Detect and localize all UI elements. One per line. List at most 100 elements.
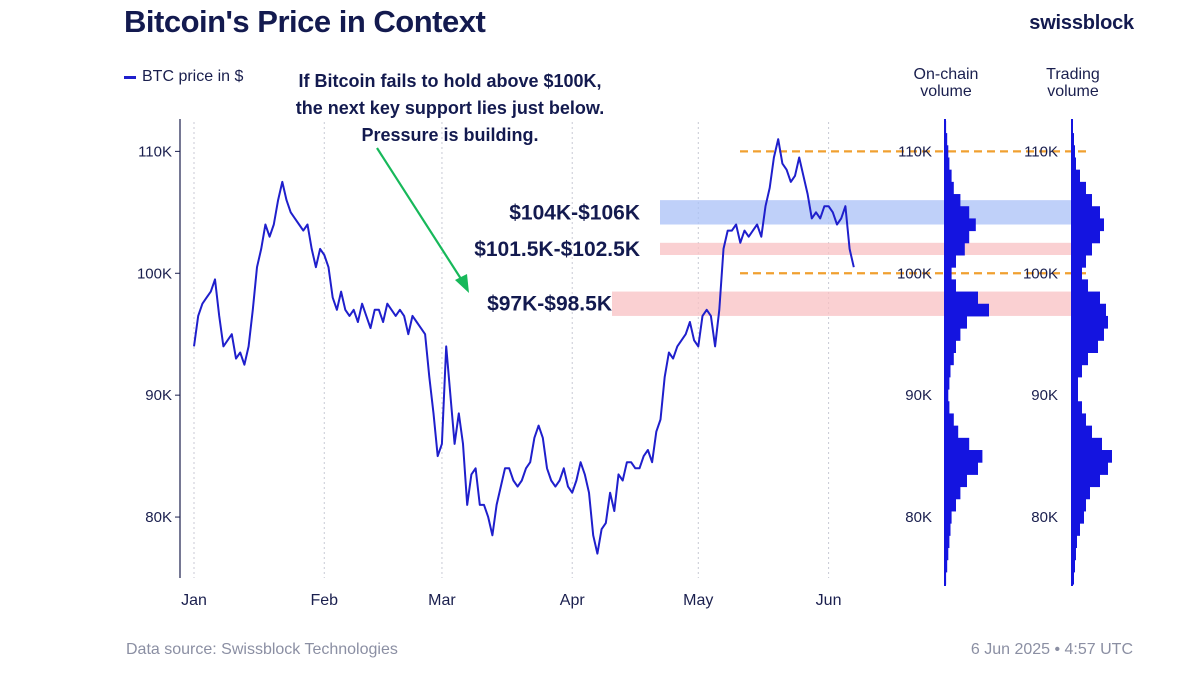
volume-bar bbox=[945, 437, 970, 451]
volume-bar bbox=[945, 364, 951, 378]
volume-bar bbox=[1072, 291, 1100, 305]
volume-bar bbox=[1072, 547, 1076, 561]
volume-bar bbox=[1072, 157, 1076, 171]
volume-bar bbox=[945, 133, 948, 146]
volume-bar bbox=[1072, 133, 1074, 146]
volume-bar bbox=[945, 486, 961, 500]
volume-bar bbox=[1072, 267, 1082, 280]
y-tick-label: 110K bbox=[138, 143, 172, 160]
volume-bar bbox=[1072, 425, 1092, 439]
volume-bar bbox=[945, 559, 948, 573]
volume-bar bbox=[945, 510, 952, 524]
volume-bar bbox=[1072, 352, 1088, 366]
volume-bar bbox=[1072, 218, 1104, 232]
volume-bar bbox=[945, 206, 970, 219]
profile-tick-label: 80K bbox=[1031, 509, 1058, 526]
reference-lines bbox=[740, 150, 1090, 275]
volume-bar bbox=[945, 401, 950, 414]
annotation-arrow bbox=[376, 147, 469, 293]
volume-bar bbox=[945, 145, 949, 158]
volume-bar bbox=[945, 328, 961, 341]
onchain-profile: 80K 90K 100K 110K bbox=[897, 119, 989, 586]
volume-bar bbox=[945, 340, 956, 353]
profile-tick-label: 90K bbox=[1031, 387, 1058, 404]
volume-bar bbox=[945, 389, 949, 402]
arrow-head bbox=[455, 274, 469, 293]
price-series bbox=[193, 138, 855, 555]
zone-band-3 bbox=[612, 291, 1080, 316]
legend: BTC price in $ bbox=[124, 68, 243, 86]
gridlines bbox=[193, 122, 830, 578]
volume-bar bbox=[1072, 254, 1086, 268]
trading-title-line-2: volume bbox=[1047, 83, 1099, 100]
volume-bar bbox=[945, 315, 967, 329]
volume-bar bbox=[1072, 315, 1108, 329]
volume-bar bbox=[945, 120, 947, 134]
y-tick-label: 90K bbox=[145, 387, 172, 404]
volume-bar bbox=[1072, 486, 1090, 500]
annotation-text: If Bitcoin fails to hold above $100K, th… bbox=[250, 68, 650, 149]
zone-label-3: $97K-$98.5K bbox=[487, 293, 612, 316]
volume-bar bbox=[945, 474, 967, 488]
x-tick-label: May bbox=[683, 592, 713, 609]
volume-bar bbox=[945, 157, 950, 171]
profile-tick-label: 110K bbox=[1024, 143, 1058, 160]
volume-bar bbox=[945, 254, 956, 268]
volume-bar bbox=[1072, 206, 1100, 219]
volume-bar bbox=[945, 279, 956, 293]
axes: 80K 90K 100K 110K Jan Feb Mar Apr May Jun bbox=[137, 119, 842, 609]
chart-title: Bitcoin's Price in Context bbox=[124, 4, 486, 39]
volume-bar bbox=[1072, 389, 1078, 402]
y-tick-label: 100K bbox=[137, 265, 172, 282]
volume-bar bbox=[1072, 523, 1080, 536]
volume-bar bbox=[1072, 535, 1077, 549]
volume-bar bbox=[1072, 559, 1075, 573]
volume-bar bbox=[945, 571, 947, 585]
annotation-line-1: If Bitcoin fails to hold above $100K, bbox=[298, 71, 602, 91]
volume-bar bbox=[1072, 437, 1102, 451]
onchain-volume-title: On-chain volume bbox=[891, 66, 1001, 100]
volume-bar bbox=[945, 450, 983, 463]
support-zones bbox=[612, 200, 1080, 316]
zone-band-2 bbox=[660, 242, 1080, 255]
trading-title-line-1: Trading bbox=[1046, 66, 1100, 83]
brand-logo: swissblock bbox=[1029, 12, 1134, 34]
volume-bar bbox=[1072, 376, 1078, 390]
onchain-title-line-1: On-chain bbox=[913, 66, 979, 83]
volume-bar bbox=[1072, 194, 1092, 207]
volume-bar bbox=[945, 291, 978, 305]
volume-bar bbox=[945, 376, 950, 390]
zone-band-1 bbox=[660, 200, 1080, 225]
onchain-title-line-2: volume bbox=[920, 83, 972, 100]
volume-bar bbox=[1072, 474, 1100, 488]
trading-volume-title: Trading volume bbox=[1018, 66, 1128, 100]
volume-bar bbox=[1072, 303, 1106, 317]
legend-swatch bbox=[124, 75, 136, 79]
volume-bar bbox=[1072, 450, 1112, 463]
x-tick-label: Jun bbox=[816, 592, 842, 609]
volume-bar bbox=[945, 523, 951, 536]
volume-bar bbox=[1072, 498, 1086, 512]
volume-bar bbox=[1072, 120, 1073, 134]
volume-bar bbox=[1072, 401, 1082, 414]
volume-bar bbox=[945, 230, 970, 244]
volume-bar bbox=[1072, 279, 1088, 293]
arrow-shaft bbox=[376, 147, 464, 283]
volume-bar bbox=[945, 194, 961, 207]
volume-bar bbox=[945, 352, 954, 366]
volume-bar bbox=[1072, 230, 1100, 244]
zone-label-1: $104K-$106K bbox=[509, 201, 640, 224]
zone-labels: $104K-$106K $101.5K-$102.5K $97K-$98.5K bbox=[474, 201, 640, 315]
btc-price-line bbox=[193, 138, 855, 555]
profile-tick-label: 110K bbox=[898, 143, 932, 160]
profile-tick-label: 100K bbox=[1023, 265, 1058, 282]
x-tick-label: Apr bbox=[560, 592, 586, 609]
volume-bar bbox=[945, 303, 989, 317]
profile-tick-label: 80K bbox=[905, 509, 932, 526]
profile-tick-label: 90K bbox=[905, 387, 932, 404]
volume-bar bbox=[945, 498, 956, 512]
legend-label: BTC price in $ bbox=[142, 68, 244, 85]
volume-bar bbox=[945, 462, 978, 475]
annotation-line-2: the next key support lies just below. bbox=[295, 98, 605, 118]
